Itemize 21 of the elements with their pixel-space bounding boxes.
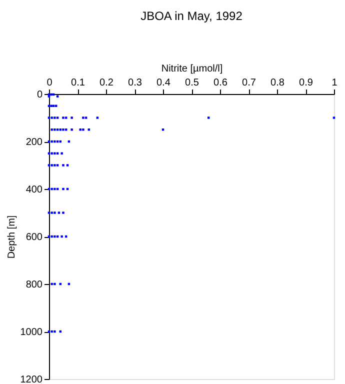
x-axis-title: Nitrite [µmol/l]: [161, 64, 223, 74]
x-tick-label: 0.5: [185, 78, 200, 88]
x-tick-label: 0.7: [242, 78, 256, 88]
y-axis-title: Depth [m]: [6, 215, 18, 259]
chart-title: JBOA in May, 1992: [140, 9, 243, 23]
x-tick-label: 1: [332, 78, 338, 88]
x-tick-label: 0: [46, 78, 53, 88]
x-tick-label: 0.9: [299, 78, 314, 88]
y-tick-label: 1000: [20, 327, 43, 338]
x-tick-label: 0.3: [128, 78, 142, 88]
y-tick-label: 0: [36, 90, 43, 100]
x-tick-label: 0.1: [71, 78, 86, 88]
y-tick-label: 600: [26, 232, 43, 243]
y-tick-label: 200: [26, 137, 43, 148]
x-tick-label: 0.8: [270, 78, 285, 88]
x-tick-label: 0.6: [214, 78, 228, 88]
x-tick-label: 0.2: [100, 78, 114, 88]
x-tick-label: 0.4: [156, 78, 171, 88]
y-tick-label: 400: [26, 184, 43, 196]
y-tick-label: 800: [26, 280, 43, 290]
y-tick-label: 1200: [20, 374, 43, 384]
